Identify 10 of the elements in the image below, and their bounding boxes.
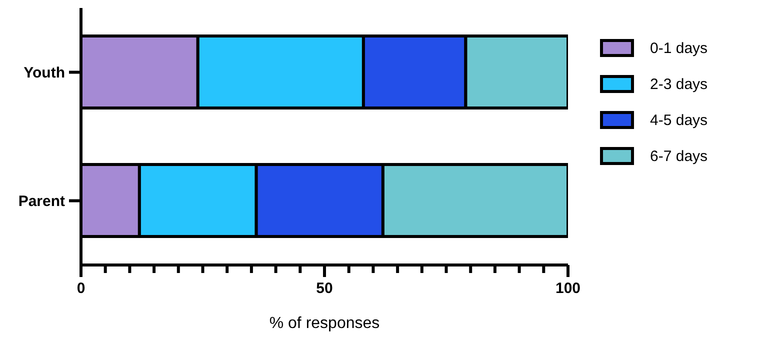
y-tick-label: Youth [24,64,65,82]
x-tick-label: 0 [76,280,86,297]
x-axis-title: % of responses [269,315,380,332]
legend-label: 4-5 days [650,112,708,128]
y-tick-label: Parent [18,192,65,210]
x-tick-label: 50 [316,280,333,297]
legend-label: 6-7 days [650,148,708,164]
legend-label: 2-3 days [650,76,708,92]
x-tick-label: 100 [555,280,581,297]
legend-label: 0-1 days [650,40,708,56]
